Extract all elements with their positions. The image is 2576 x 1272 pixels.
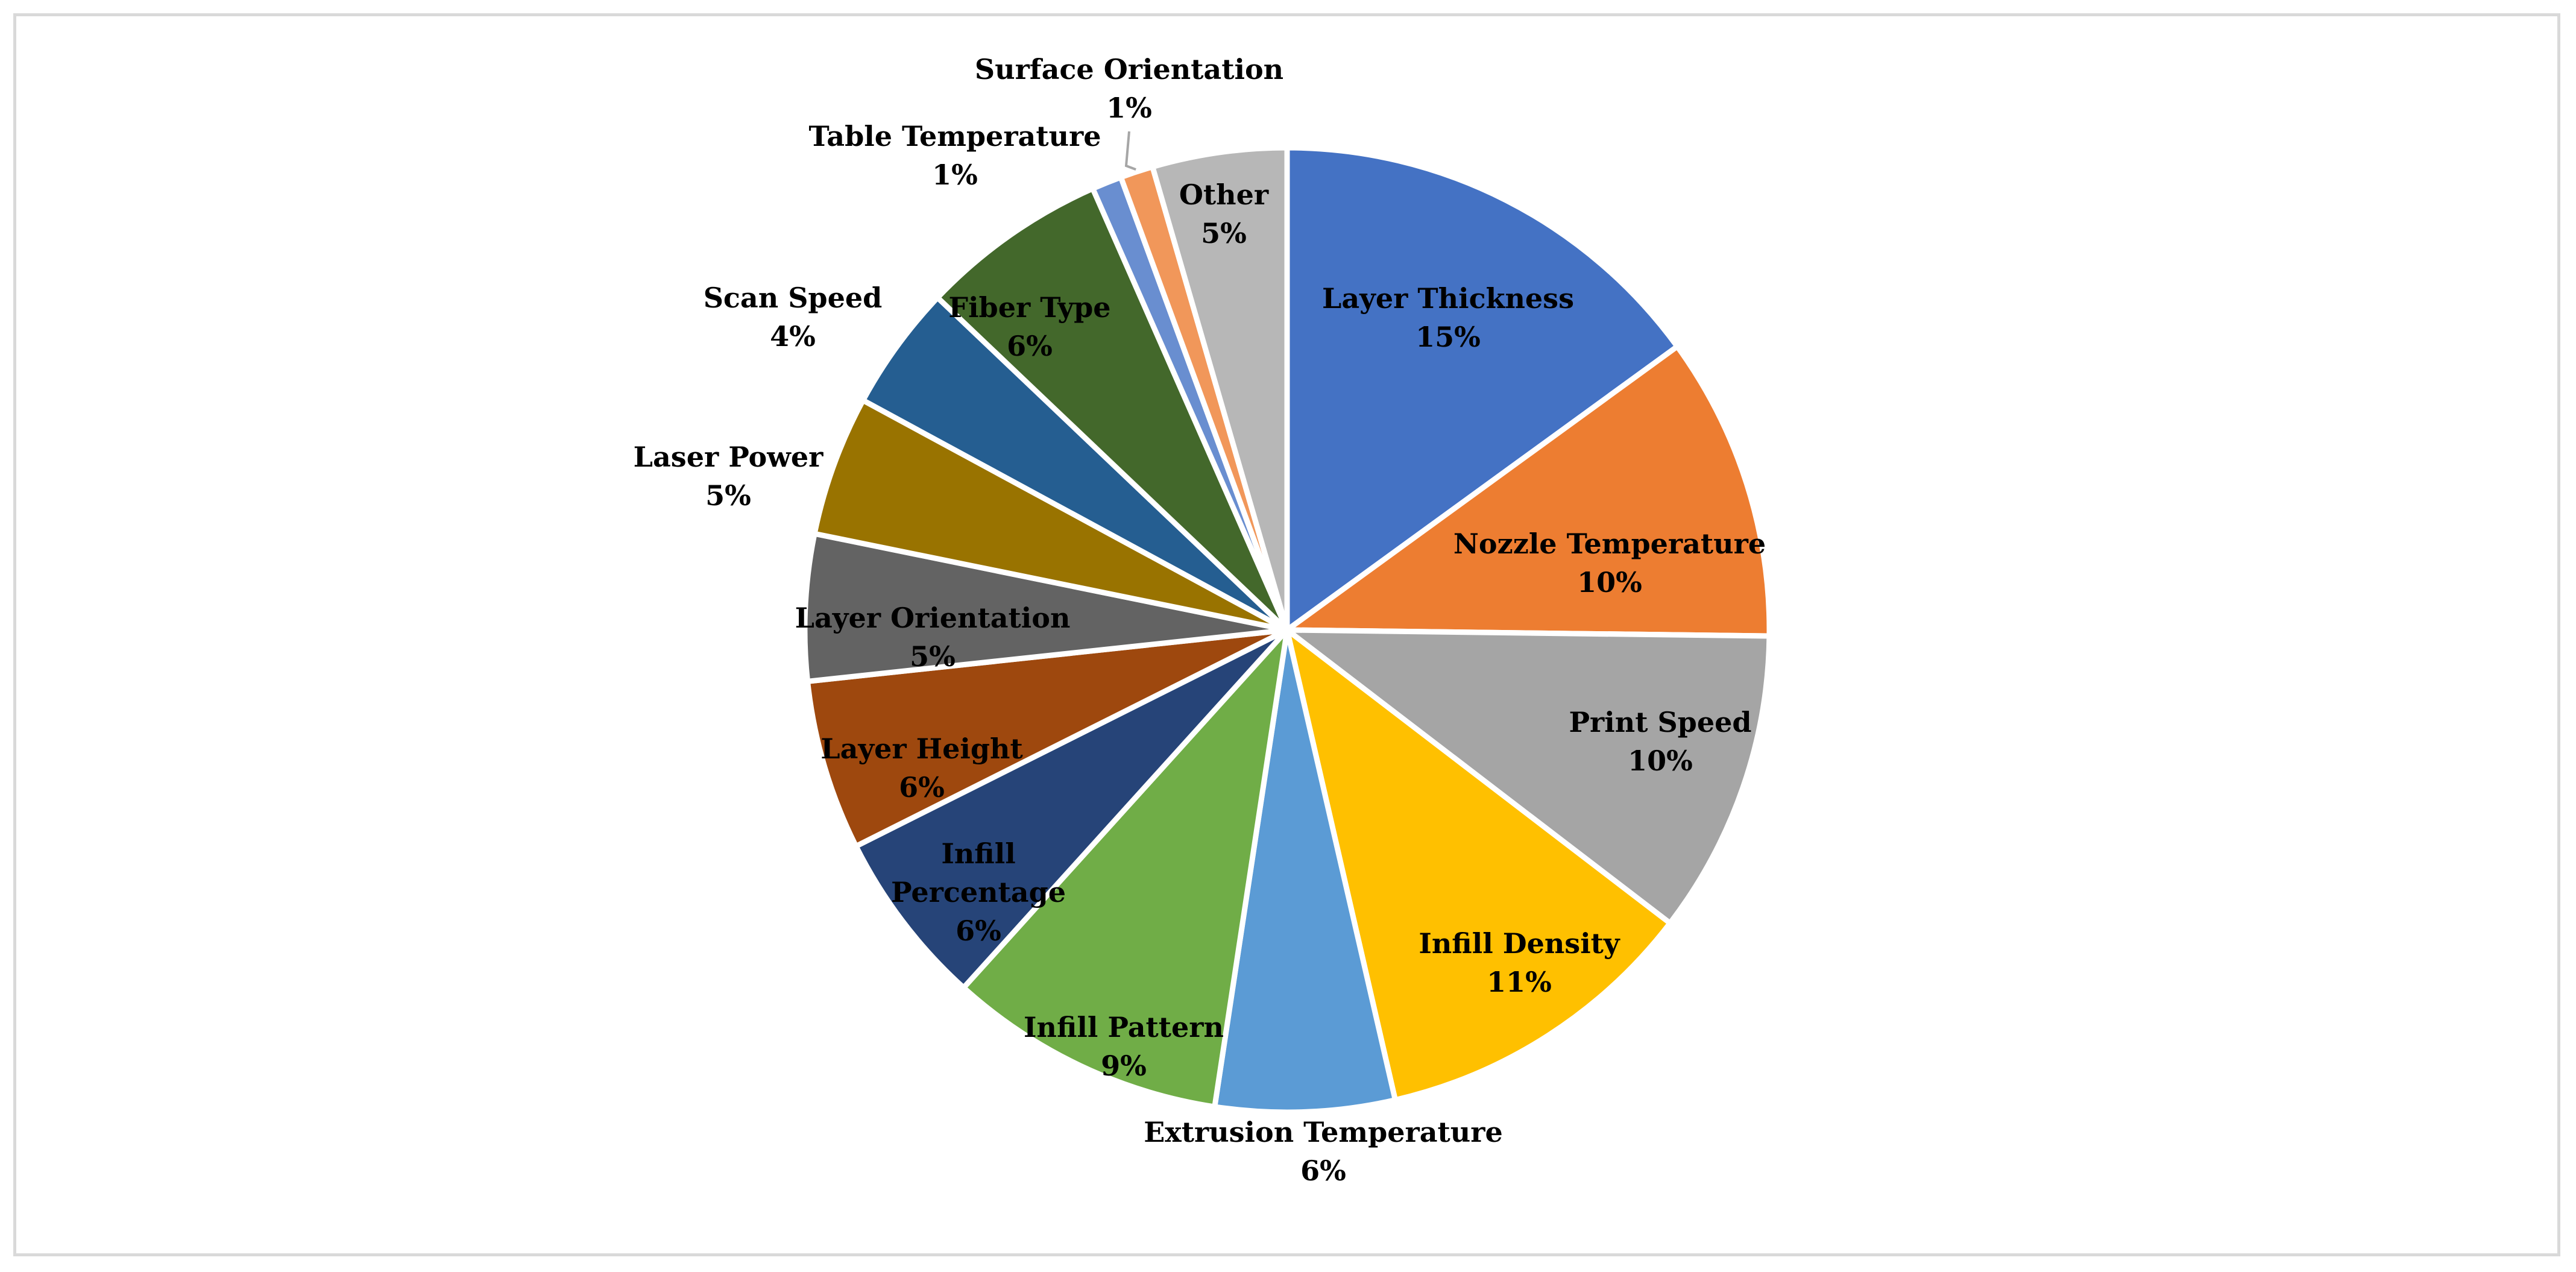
- slice-percent: 1%: [932, 159, 978, 191]
- slice-label-infill-pattern: Infill Pattern 9%: [1024, 1011, 1224, 1082]
- pie-slice-laser-power: [811, 397, 1290, 633]
- pie-slices: [802, 145, 1772, 1115]
- pie-slice-infill-density: [1284, 627, 1673, 1103]
- pie-slice-infill-pattern: [960, 627, 1290, 1110]
- slice-category: Infill Pattern: [1024, 1011, 1224, 1044]
- slice-label-laser-power: Laser Power 5%: [634, 441, 824, 512]
- pie-slice-layer-orientation: [802, 531, 1290, 684]
- slice-category: Nozzle Temperature: [1453, 527, 1766, 560]
- leader-lines: [1124, 131, 1136, 171]
- slice-label-print-speed: Print Speed 10%: [1569, 706, 1751, 777]
- slice-percent: 9%: [1101, 1050, 1147, 1082]
- pie-slice-infill-percentage: [853, 627, 1290, 990]
- slice-percent: 6%: [1300, 1154, 1346, 1187]
- slice-percent: 11%: [1487, 966, 1552, 998]
- slice-label-scan-speed: Scan Speed 4%: [704, 282, 883, 353]
- slice-category: Other: [1179, 178, 1269, 211]
- pie-slice-print-speed: [1284, 627, 1772, 926]
- slice-percent: 5%: [1201, 217, 1247, 250]
- slice-percent: 6%: [1007, 330, 1053, 362]
- slice-category: Print Speed: [1569, 706, 1751, 738]
- slice-percent: 15%: [1416, 321, 1481, 353]
- slice-percent: 5%: [910, 640, 956, 673]
- slice-category: Layer Height: [820, 732, 1023, 765]
- slice-percent: 6%: [956, 915, 1001, 947]
- slice-label-infill-percentage: Infill Percentage 6%: [891, 837, 1066, 947]
- leader-line-surface-orientation: [1124, 131, 1136, 171]
- slice-percent: 10%: [1628, 745, 1693, 777]
- slice-category: Layer Thickness: [1322, 282, 1574, 315]
- pie-slice-extrusion-temperature: [1212, 627, 1398, 1115]
- slice-label-surface-orientation: Surface Orientation 1%: [975, 53, 1283, 124]
- slice-category: Infill Density: [1419, 927, 1620, 960]
- slice-percent: 1%: [1106, 92, 1152, 124]
- slice-label-other: Other 5%: [1179, 178, 1269, 250]
- slice-percent: 10%: [1577, 566, 1642, 599]
- slice-labels: Layer Thickness 15%Nozzle Temperature 10%P…: [634, 53, 1766, 1187]
- slice-category: Percentage: [891, 876, 1066, 908]
- pie-slice-nozzle-temperature: [1284, 344, 1772, 639]
- slice-category: Table Temperature: [808, 120, 1101, 153]
- slice-label-fiber-type: Fiber Type 6%: [948, 291, 1110, 362]
- pie-slice-fiber-type: [934, 186, 1290, 633]
- slice-label-nozzle-temperature: Nozzle Temperature 10%: [1453, 527, 1766, 599]
- pie-slice-other: [1150, 145, 1290, 633]
- slice-category: Fiber Type: [948, 291, 1110, 324]
- slice-label-layer-orientation: Layer Orientation 5%: [795, 602, 1071, 673]
- slice-category: Scan Speed: [704, 282, 883, 314]
- pie-slice-layer-height: [805, 627, 1290, 849]
- slice-label-infill-density: Infill Density 11%: [1419, 927, 1620, 998]
- slice-percent: 5%: [705, 479, 751, 512]
- slice-percent: 4%: [770, 320, 816, 353]
- slice-category: Laser Power: [634, 441, 824, 473]
- slice-category: Surface Orientation: [975, 53, 1283, 86]
- slice-category: Layer Orientation: [795, 602, 1071, 634]
- slice-label-extrusion-temperature: Extrusion Temperature 6%: [1144, 1116, 1502, 1187]
- slice-category: Infill: [941, 837, 1015, 870]
- pie-slice-layer-thickness: [1284, 145, 1680, 633]
- slice-percent: 6%: [899, 771, 945, 804]
- slice-category: Extrusion Temperature: [1144, 1116, 1502, 1148]
- slice-label-table-temperature: Table Temperature 1%: [808, 120, 1101, 191]
- slice-label-layer-height: Layer Height 6%: [820, 732, 1023, 804]
- slice-label-layer-thickness: Layer Thickness 15%: [1322, 282, 1574, 353]
